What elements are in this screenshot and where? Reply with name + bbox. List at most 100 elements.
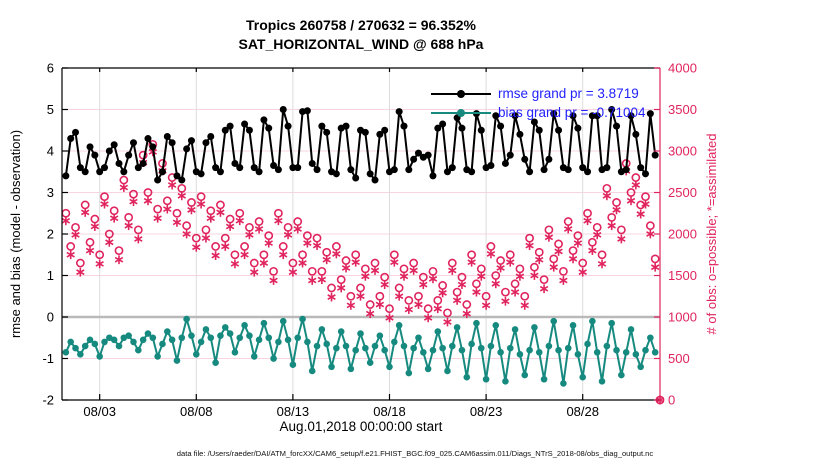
obs-assimilated-marker — [153, 215, 162, 222]
obs-possible-marker — [220, 233, 230, 243]
obs-assimilated-marker — [457, 281, 467, 288]
obs-possible-marker — [496, 256, 505, 265]
rmse-marker — [564, 166, 572, 174]
bias-marker — [357, 330, 364, 337]
bias-marker — [275, 338, 282, 346]
obs-possible-marker — [360, 264, 370, 274]
bias-marker — [502, 378, 509, 385]
obs-possible-marker — [278, 242, 288, 251]
rmse-marker — [62, 172, 70, 180]
obs-possible-marker — [650, 254, 660, 264]
rmse-marker — [410, 155, 418, 163]
obs-possible-marker — [114, 246, 124, 255]
legend-entry-rmse: rmse grand pr = 3.8719 — [430, 84, 645, 103]
obs-possible-marker — [438, 281, 448, 290]
bias-marker — [246, 332, 253, 339]
obs-assimilated-marker — [259, 260, 269, 266]
obs-possible-marker — [254, 217, 264, 226]
obs-assimilated-marker — [341, 265, 351, 271]
obs-possible-marker — [597, 250, 607, 260]
rmse-marker — [405, 166, 413, 174]
obs-assimilated-marker — [477, 273, 486, 280]
rmse-marker — [429, 172, 437, 180]
bias-marker — [482, 375, 490, 383]
bias-marker — [371, 342, 379, 350]
obs-possible-marker — [225, 214, 235, 224]
obs-possible-marker — [356, 283, 365, 293]
rmse-marker — [521, 155, 529, 163]
obs-possible-marker — [399, 264, 409, 274]
obs-assimilated-marker — [211, 252, 220, 259]
obs-assimilated-marker — [90, 223, 100, 230]
bias-marker — [226, 330, 234, 337]
rmse-marker — [487, 162, 495, 170]
obs-assimilated-marker — [650, 264, 660, 271]
bias-marker — [101, 338, 108, 346]
rmse-marker — [323, 128, 331, 136]
bias-marker — [598, 378, 606, 385]
bias-marker — [603, 342, 611, 350]
obs-possible-marker — [414, 291, 423, 301]
obs-assimilated-marker — [433, 305, 443, 312]
bias-marker — [110, 336, 118, 344]
bias-marker — [613, 346, 620, 354]
rmse-marker — [67, 135, 75, 143]
obs-possible-marker — [641, 192, 650, 202]
x-tick-label: 08/13 — [277, 404, 310, 419]
obs-possible-marker — [187, 198, 196, 207]
bias-marker — [608, 319, 615, 327]
right-tick-label: 4000 — [668, 61, 697, 76]
obs-assimilated-marker — [390, 259, 399, 266]
rmse-marker — [646, 110, 654, 118]
bias-marker — [347, 365, 355, 373]
left-tick-label: 0 — [47, 310, 54, 325]
obs-assimilated-marker — [399, 273, 409, 280]
obs-assimilated-marker — [192, 244, 201, 251]
bias-marker — [516, 351, 524, 358]
obs-assimilated-marker — [467, 259, 476, 266]
rmse-marker — [584, 168, 592, 176]
obs-possible-marker — [534, 247, 544, 257]
rmse-marker — [274, 166, 282, 174]
rmse-marker — [574, 124, 582, 132]
obs-assimilated-marker — [105, 239, 114, 246]
obs-possible-marker — [216, 200, 225, 210]
obs-assimilated-marker — [438, 290, 447, 296]
obs-possible-marker — [525, 233, 534, 243]
bias-marker — [318, 326, 326, 333]
obs-possible-marker — [544, 225, 554, 235]
obs-assimilated-marker — [491, 280, 500, 287]
bias-marker — [627, 326, 635, 333]
obs-assimilated-marker — [525, 242, 534, 249]
obs-possible-marker — [616, 225, 626, 235]
bias-marker — [555, 346, 562, 354]
obs-assimilated-marker — [578, 269, 587, 276]
bias-marker — [540, 375, 548, 383]
obs-possible-marker — [104, 229, 114, 239]
obs-possible-marker — [211, 242, 221, 251]
obs-assimilated-marker — [351, 259, 360, 266]
bias-marker — [564, 344, 572, 352]
obs-possible-marker — [100, 192, 109, 202]
rmse-marker — [603, 164, 611, 172]
bias-marker — [139, 336, 147, 344]
rmse-marker — [361, 128, 369, 136]
bias-marker — [420, 348, 427, 356]
obs-assimilated-marker — [385, 314, 394, 321]
bias-marker — [323, 340, 331, 348]
bias-marker — [144, 330, 152, 337]
rmse-marker — [424, 151, 432, 159]
obs-assimilated-marker — [607, 222, 616, 229]
rmse-marker — [516, 130, 524, 138]
obs-possible-marker — [389, 250, 399, 260]
obs-assimilated-marker — [612, 207, 621, 213]
bias-marker — [381, 346, 388, 354]
obs-possible-marker — [481, 291, 491, 301]
rmse-marker — [76, 164, 84, 172]
obs-assimilated-marker — [568, 256, 578, 262]
obs-assimilated-marker — [409, 267, 418, 274]
bias-marker — [511, 326, 519, 333]
right-tick-label: 0 — [668, 393, 675, 408]
obs-assimilated-marker — [544, 234, 554, 241]
rmse-marker — [613, 122, 621, 130]
